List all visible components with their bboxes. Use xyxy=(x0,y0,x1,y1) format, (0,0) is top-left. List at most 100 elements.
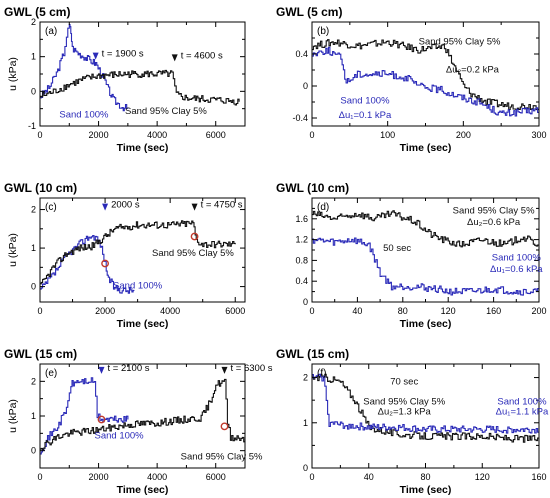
arrow-icon xyxy=(98,366,105,374)
series-line xyxy=(40,378,245,450)
series-annotation: Sand 100% xyxy=(497,397,547,408)
y-tick-label: 1.2 xyxy=(295,235,308,245)
series-annotation: 50 sec xyxy=(383,243,411,254)
x-tick-label: 6000 xyxy=(206,472,226,482)
y-tick-label: 0 xyxy=(31,446,36,456)
time-annotation: t = 2100 s xyxy=(108,363,150,374)
y-axis-label: u (kPa) xyxy=(7,399,19,433)
panel-label: (c) xyxy=(45,202,57,213)
series-annotation: 70 sec xyxy=(390,376,418,387)
time-annotation: 2000 s xyxy=(111,200,140,211)
x-axis-label: Time (sec) xyxy=(400,142,452,154)
x-tick-label: 0 xyxy=(37,130,42,140)
y-tick-label: -0.4 xyxy=(292,113,308,123)
panel-label: (f) xyxy=(317,368,326,379)
series-line xyxy=(312,237,539,296)
x-tick-label: 120 xyxy=(441,306,456,316)
series-annotation: Sand 95% Clay 5% xyxy=(152,248,234,259)
series-annotation: Sand 95% Clay 5% xyxy=(419,36,501,47)
y-tick-label: 2 xyxy=(31,205,36,215)
x-tick-label: 4000 xyxy=(147,472,167,482)
series-line xyxy=(312,46,539,117)
chart-panel-c: GWL (10 cm) 0 2000 4000 6000 0 1 2 Time (sec) u (… xyxy=(4,181,246,330)
y-tick-label: 1 xyxy=(303,418,308,428)
y-tick-label: 2 xyxy=(31,17,36,27)
series-line xyxy=(312,373,539,434)
x-tick-label: 160 xyxy=(486,306,501,316)
y-tick-label: 0 xyxy=(31,282,36,292)
x-axis-label: Time (sec) xyxy=(117,484,169,496)
arrow-icon xyxy=(171,54,178,62)
x-tick-label: 160 xyxy=(531,472,546,482)
x-tick-label: 40 xyxy=(352,306,362,316)
series-annotation: Sand 100% xyxy=(340,96,390,107)
x-tick-label: 0 xyxy=(309,472,314,482)
x-tick-label: 0 xyxy=(37,306,42,316)
series-annotation: Δu₂=1.3 kPa xyxy=(378,407,432,418)
x-tick-label: 120 xyxy=(475,472,490,482)
series-line xyxy=(40,220,236,285)
chart-panel-e: GWL (15 cm) 0 2000 4000 6000 0 1 2 Time (sec) u (… xyxy=(4,347,273,496)
series-annotation: Δu₁=0.6 kPa xyxy=(490,264,543,275)
arrow-icon xyxy=(102,203,109,211)
arrow-icon xyxy=(191,203,198,211)
chart-title: GWL (5 cm) xyxy=(4,5,70,19)
time-annotation: t = 4750 s xyxy=(201,200,243,211)
series-annotation: Δu₂=0.6 kPa xyxy=(467,217,521,228)
y-tick-label: 0.8 xyxy=(295,255,308,265)
plot-frame xyxy=(39,197,246,303)
y-tick-label: 0 xyxy=(303,297,308,307)
chart-title: GWL (15 cm) xyxy=(276,347,349,361)
x-tick-label: 300 xyxy=(531,130,546,140)
series-annotation: Sand 100% xyxy=(492,252,542,263)
x-axis-label: Time (sec) xyxy=(400,484,452,496)
y-tick-label: 0.4 xyxy=(295,276,308,286)
arrow-icon xyxy=(92,52,99,60)
x-axis-label: Time (sec) xyxy=(117,318,169,330)
x-tick-label: 0 xyxy=(309,306,314,316)
x-tick-label: 2000 xyxy=(89,472,109,482)
x-tick-label: 200 xyxy=(531,306,546,316)
chart-title: GWL (5 cm) xyxy=(276,5,342,19)
series-annotation: Sand 95% Clay 5% xyxy=(363,397,445,408)
series-line xyxy=(312,210,539,248)
chart-panel-d: GWL (10 cm) 0 40 80 120 160 200 0 0.4 0.8 1.2 1.6 Ti… xyxy=(276,181,547,330)
panel-label: (d) xyxy=(317,202,329,213)
series-line xyxy=(312,373,539,443)
x-tick-label: 4000 xyxy=(147,130,167,140)
event-marker xyxy=(97,415,106,424)
series-annotation: Δu₁=0.1 kPa xyxy=(339,110,392,121)
series-line xyxy=(40,24,129,112)
series-annotation: Sand 95% Clay 5% xyxy=(181,451,263,462)
y-tick-label: 2 xyxy=(303,373,308,383)
panel-label: (e) xyxy=(45,368,57,379)
y-tick-label: 1 xyxy=(31,52,36,62)
chart-panel-f: GWL (15 cm) 0 40 80 120 160 0 1 2 Time (sec) (f) 70… xyxy=(276,347,549,496)
panel-label: (b) xyxy=(317,26,329,37)
x-tick-label: 100 xyxy=(380,130,395,140)
y-tick-label: 2 xyxy=(31,376,36,386)
y-tick-label: -1 xyxy=(28,121,36,131)
chart-title: GWL (15 cm) xyxy=(4,347,77,361)
series-annotation: Sand 95% Clay 5% xyxy=(453,206,535,217)
series-annotation: Sand 100% xyxy=(59,109,109,120)
event-marker xyxy=(190,232,199,241)
x-axis-label: Time (sec) xyxy=(400,318,452,330)
series-annotation: Sand 95% Clay 5% xyxy=(125,106,207,117)
y-tick-label: 1 xyxy=(31,411,36,421)
y-tick-label: 0 xyxy=(303,463,308,473)
y-tick-label: 0 xyxy=(31,86,36,96)
series-line xyxy=(40,377,129,455)
event-marker xyxy=(101,259,109,268)
series-line xyxy=(40,69,240,106)
series-annotation: Sand 100% xyxy=(95,431,145,442)
time-annotation: t = 1900 s xyxy=(102,49,144,60)
arrow-icon xyxy=(221,366,228,374)
x-tick-label: 0 xyxy=(309,130,314,140)
x-tick-label: 80 xyxy=(420,472,430,482)
series-annotation: Δu₁=1.1 kPa xyxy=(496,407,549,418)
time-annotation: t = 6300 s xyxy=(231,363,273,374)
x-tick-label: 80 xyxy=(398,306,408,316)
